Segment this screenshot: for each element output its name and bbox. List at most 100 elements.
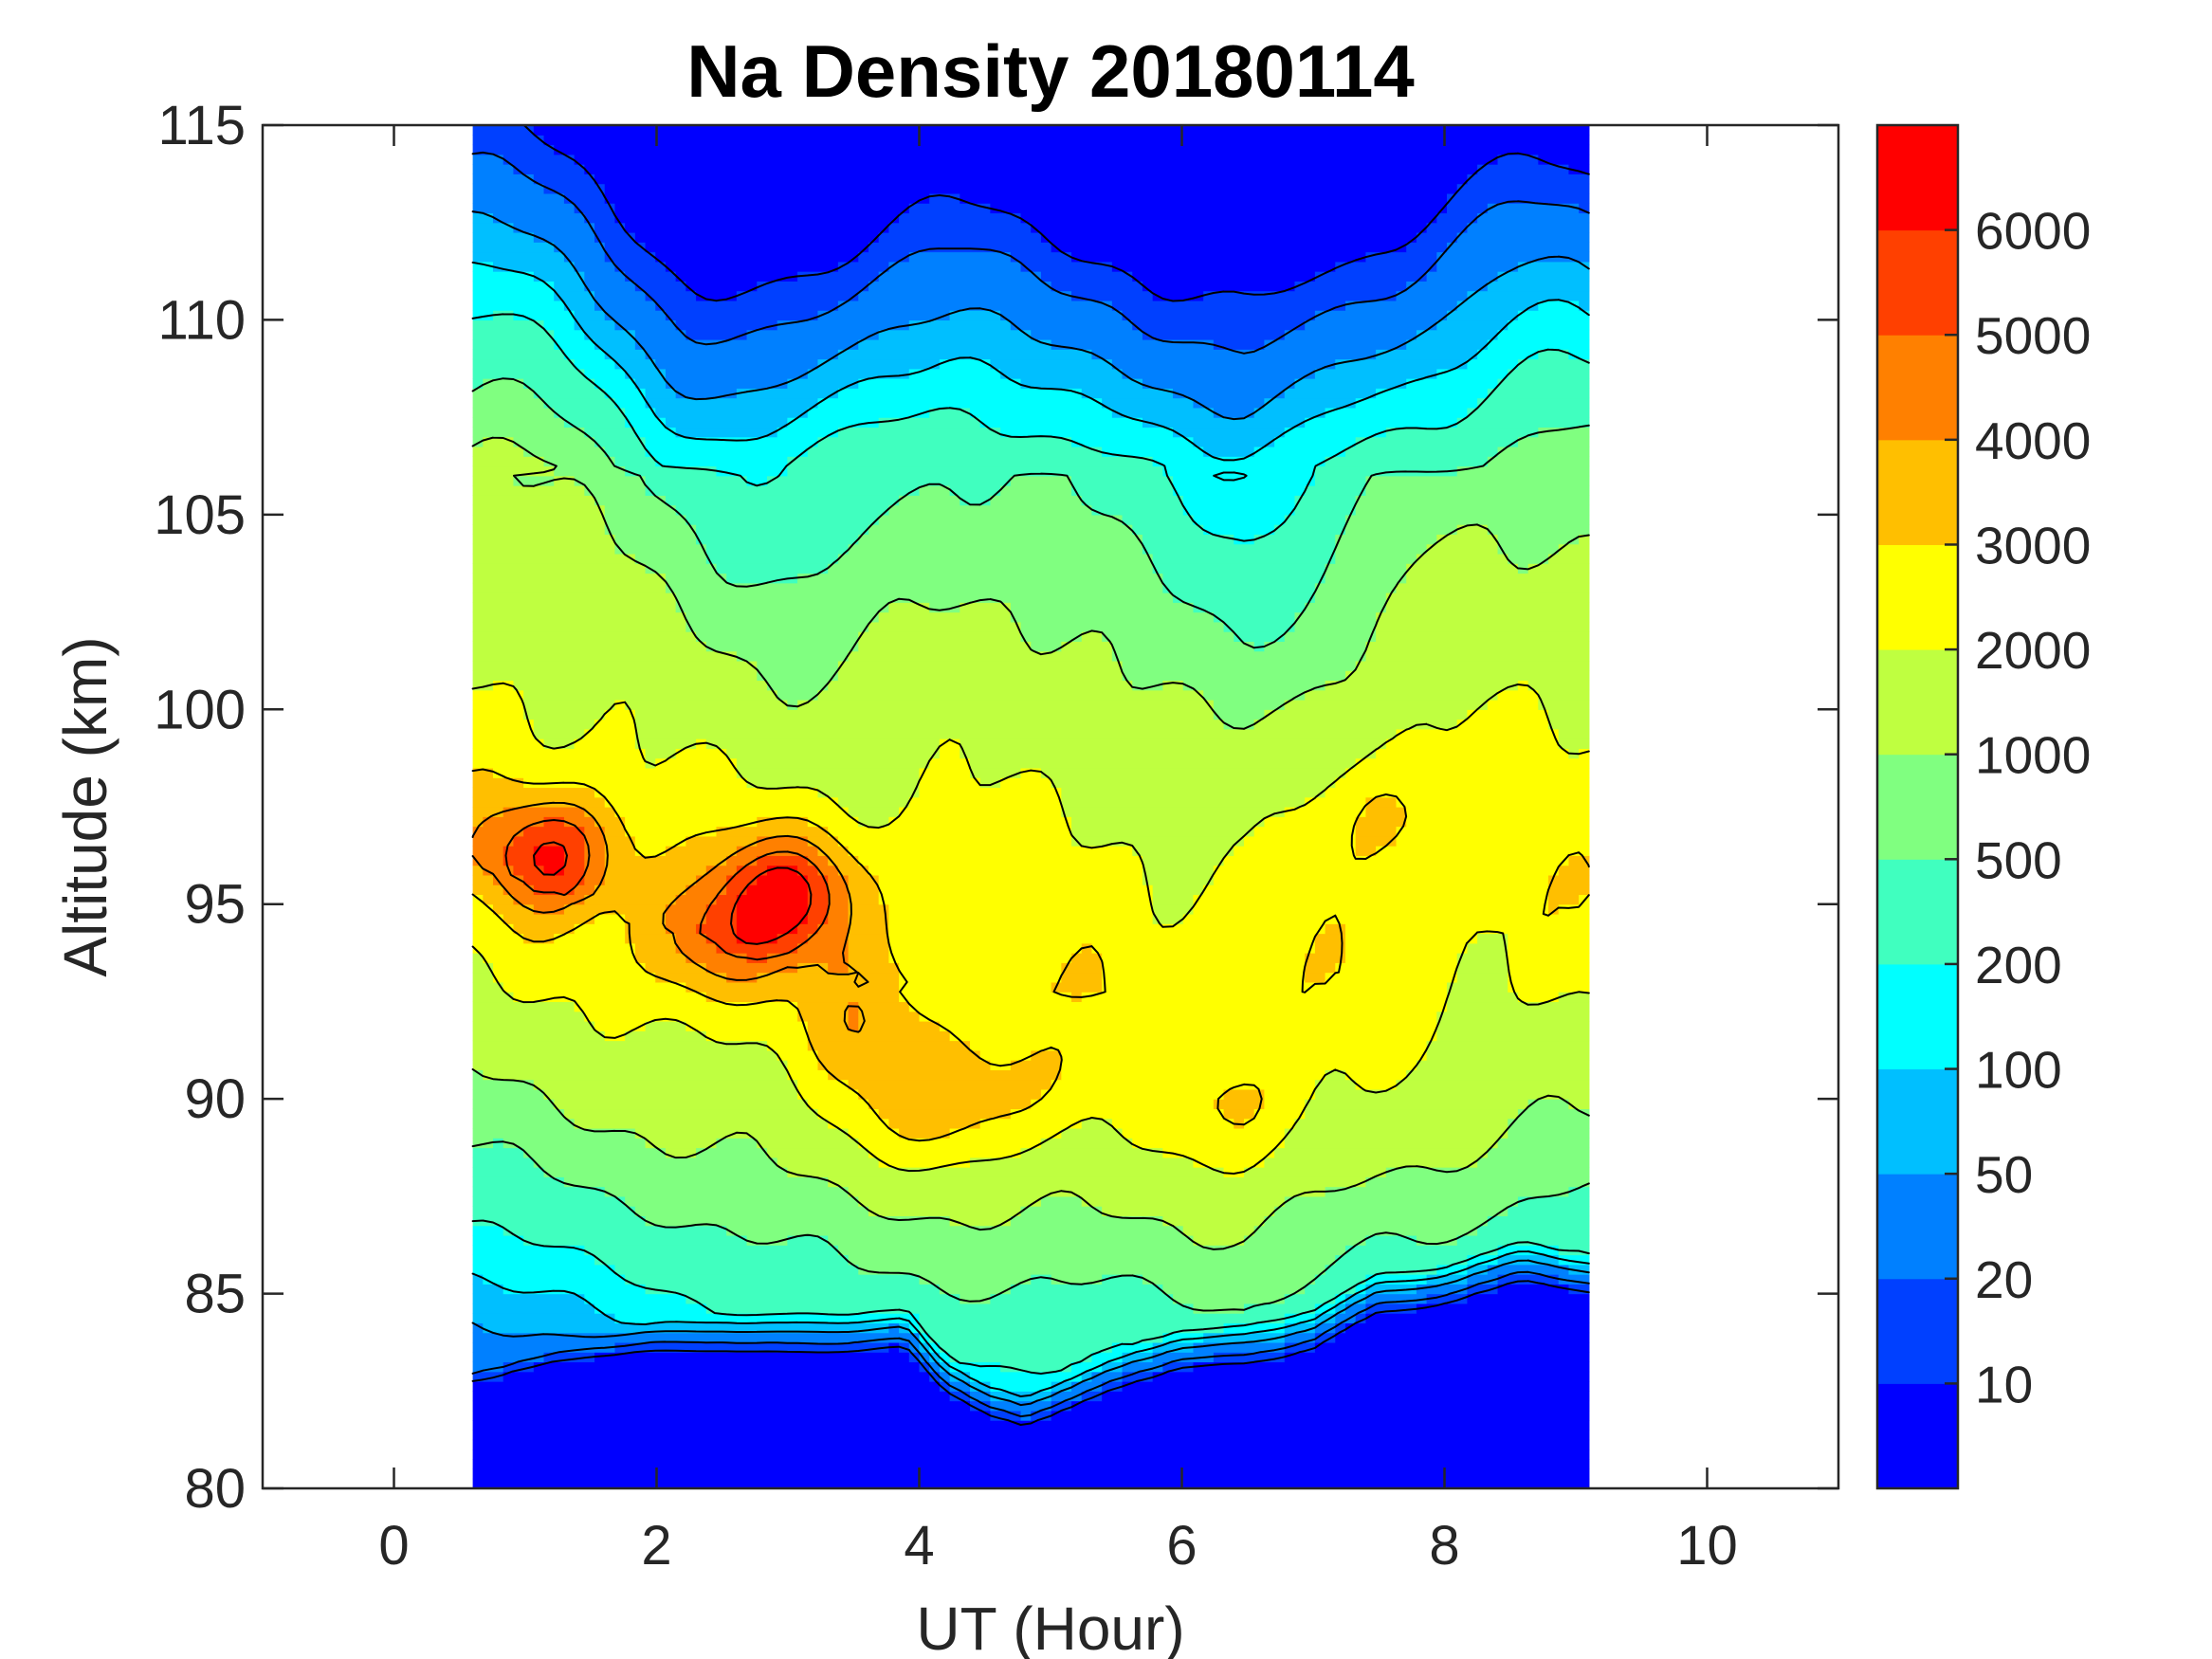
contour-band-cell bbox=[1305, 319, 1437, 331]
contour-band-cell bbox=[736, 933, 778, 944]
contour-band-cell bbox=[472, 1400, 971, 1412]
contour-band-cell bbox=[888, 903, 1154, 915]
contour-band-cell bbox=[645, 349, 839, 360]
contour-band-cell bbox=[472, 787, 595, 798]
contour-band-cell bbox=[1182, 504, 1296, 516]
contour-band-cell bbox=[594, 231, 636, 243]
contour-band-cell bbox=[939, 738, 960, 749]
contour-band-cell bbox=[1548, 884, 1590, 896]
contour-band-cell bbox=[472, 388, 535, 399]
contour-band-cell bbox=[472, 514, 606, 525]
contour-band-cell bbox=[1406, 281, 1489, 292]
colorbar-tick-label: 6000 bbox=[1975, 202, 2091, 261]
contour-band-cell bbox=[554, 144, 1590, 155]
contour-band-cell bbox=[757, 670, 839, 682]
contour-band-cell bbox=[1213, 1099, 1265, 1110]
contour-band-cell bbox=[848, 807, 900, 817]
y-tick-label: 105 bbox=[154, 484, 246, 546]
contour-band-cell bbox=[533, 1157, 778, 1168]
contour-band-cell bbox=[899, 212, 1022, 224]
contour-band-cell bbox=[848, 1254, 1336, 1266]
contour-band-cell bbox=[757, 972, 900, 983]
contour-band-cell bbox=[1162, 465, 1316, 477]
contour-band-cell bbox=[1497, 271, 1590, 282]
colorbar-segment bbox=[1877, 1068, 1958, 1175]
contour-band-cell bbox=[888, 816, 1072, 828]
contour-band-cell bbox=[686, 953, 748, 963]
contour-band-cell bbox=[1426, 222, 1469, 233]
contour-band-cell bbox=[1071, 816, 1265, 828]
contour-band-cell bbox=[736, 923, 798, 935]
contour-band-cell bbox=[1365, 1313, 1590, 1323]
contour-band-cell bbox=[1365, 796, 1398, 808]
contour-band-cell bbox=[554, 407, 626, 418]
contour-band-cell bbox=[1325, 787, 1590, 798]
contour-band-cell bbox=[472, 1234, 524, 1246]
contour-band-cell bbox=[1467, 290, 1590, 301]
contour-band-cell bbox=[472, 942, 636, 954]
contour-band-cell bbox=[1294, 611, 1377, 623]
contour-band-cell bbox=[1213, 1352, 1286, 1363]
contour-band-cell bbox=[1314, 1079, 1357, 1090]
contour-band-cell bbox=[1102, 953, 1306, 963]
contour-band-cell bbox=[1416, 1303, 1590, 1314]
contour-band-cell bbox=[746, 884, 809, 896]
contour-band-cell bbox=[817, 358, 941, 370]
contour-band-cell bbox=[472, 222, 515, 233]
colorbar-segment bbox=[1877, 125, 1958, 231]
contour-band-cell bbox=[472, 1410, 992, 1421]
contour-band-cell bbox=[1355, 1313, 1366, 1323]
contour-band-cell bbox=[1365, 807, 1407, 817]
contour-band-cell bbox=[513, 164, 585, 174]
contour-band-cell bbox=[472, 972, 494, 983]
contour-band-cell bbox=[472, 397, 545, 409]
contour-band-cell bbox=[543, 183, 606, 194]
contour-band-cell bbox=[787, 456, 1154, 467]
contour-band-cell bbox=[472, 290, 555, 301]
contour-band-cell bbox=[493, 903, 535, 915]
contour-band-cell bbox=[533, 728, 585, 739]
contour-band-cell bbox=[888, 923, 1326, 935]
contour-band-cell bbox=[1081, 388, 1174, 399]
contour-band-cell bbox=[990, 203, 1448, 214]
contour-band-cell bbox=[1284, 1352, 1590, 1363]
contour-band-cell bbox=[960, 748, 1377, 759]
contour-band-cell bbox=[472, 135, 545, 146]
contour-band-cell bbox=[472, 1352, 545, 1363]
contour-band-cell bbox=[858, 1011, 921, 1022]
contour-band-cell bbox=[1548, 719, 1590, 730]
contour-band-cell bbox=[1102, 1274, 1143, 1285]
contour-band-cell bbox=[554, 933, 626, 944]
contour-band-cell bbox=[868, 1206, 1022, 1216]
contour-band-cell bbox=[777, 1157, 880, 1168]
contour-band-cell bbox=[1365, 641, 1590, 652]
contour-band-cell bbox=[1527, 680, 1590, 691]
contour-band-cell bbox=[574, 923, 626, 935]
contour-band-cell bbox=[1376, 748, 1570, 759]
contour-band-cell bbox=[563, 1108, 819, 1120]
contour-band-cell bbox=[837, 670, 1124, 682]
contour-band-cell bbox=[1152, 290, 1204, 301]
contour-band-cell bbox=[625, 1030, 707, 1042]
contour-band-cell bbox=[1548, 874, 1590, 885]
contour-band-cell bbox=[766, 1147, 869, 1158]
contour-band-cell bbox=[1010, 1060, 1062, 1070]
contour-band-cell bbox=[1173, 427, 1286, 438]
contour-band-cell bbox=[807, 903, 829, 915]
contour-band-cell bbox=[574, 310, 606, 321]
contour-band-cell bbox=[574, 1118, 829, 1129]
contour-band-cell bbox=[472, 719, 535, 730]
contour-band-cell bbox=[1305, 1284, 1357, 1295]
contour-band-cell bbox=[979, 1049, 1032, 1061]
contour-band-cell bbox=[1284, 807, 1366, 817]
contour-band-cell bbox=[797, 1088, 859, 1100]
contour-band-cell bbox=[1173, 592, 1316, 603]
contour-band-cell bbox=[472, 1040, 768, 1051]
contour-band-cell bbox=[757, 1138, 859, 1149]
contour-band-cell bbox=[1497, 1245, 1560, 1256]
contour-band-cell bbox=[472, 144, 555, 155]
contour-band-cell bbox=[878, 884, 1154, 896]
contour-band-cell bbox=[1447, 310, 1519, 321]
contour-band-cell bbox=[1517, 261, 1590, 272]
contour-band-cell bbox=[1538, 300, 1580, 311]
